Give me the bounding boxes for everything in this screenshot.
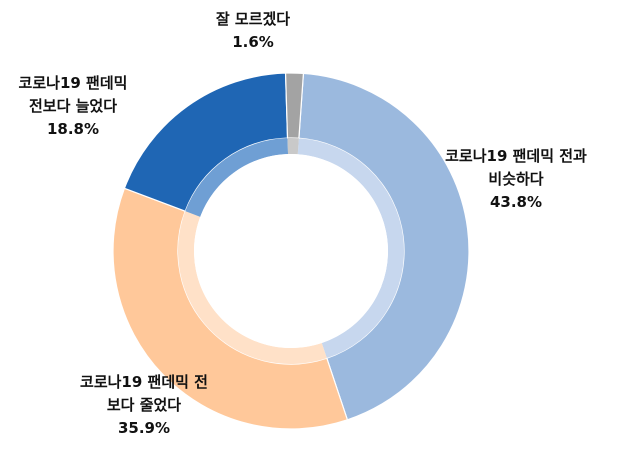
label-decreased-value: 35.9%: [117, 419, 171, 437]
label-dont-know: 잘 모르겠다 1.6%: [188, 8, 318, 54]
label-dont-know-value: 1.6%: [232, 33, 274, 51]
label-decreased-line-1: 코로나19 팬데믹 전: [80, 373, 208, 391]
slice-decreased: [112, 187, 349, 430]
slice-similar-inner-band: [297, 138, 404, 359]
slice-decreased-inner-band: [177, 211, 327, 364]
label-increased-value: 18.8%: [46, 120, 100, 138]
slice-dont-know-inner-band: [287, 137, 299, 155]
slice-increased-inner-band: [185, 138, 289, 217]
label-similar: 코로나19 팬데믹 전과 비슷하다 43.8%: [438, 145, 594, 214]
label-increased: 코로나19 팬데믹 전보다 늘었다 18.8%: [0, 72, 146, 141]
label-decreased: 코로나19 팬데믹 전 보다 줄었다 35.9%: [54, 371, 234, 440]
label-similar-value: 43.8%: [489, 193, 543, 211]
label-similar-line-1: 코로나19 팬데믹 전과: [445, 147, 587, 165]
donut-hole: [194, 154, 388, 348]
label-dont-know-line-1: 잘 모르겠다: [215, 10, 291, 28]
label-decreased-line-2: 보다 줄었다: [106, 396, 182, 414]
label-increased-line-2: 전보다 늘었다: [28, 97, 118, 115]
label-increased-line-1: 코로나19 팬데믹: [18, 74, 128, 92]
label-similar-line-2: 비슷하다: [488, 170, 544, 188]
